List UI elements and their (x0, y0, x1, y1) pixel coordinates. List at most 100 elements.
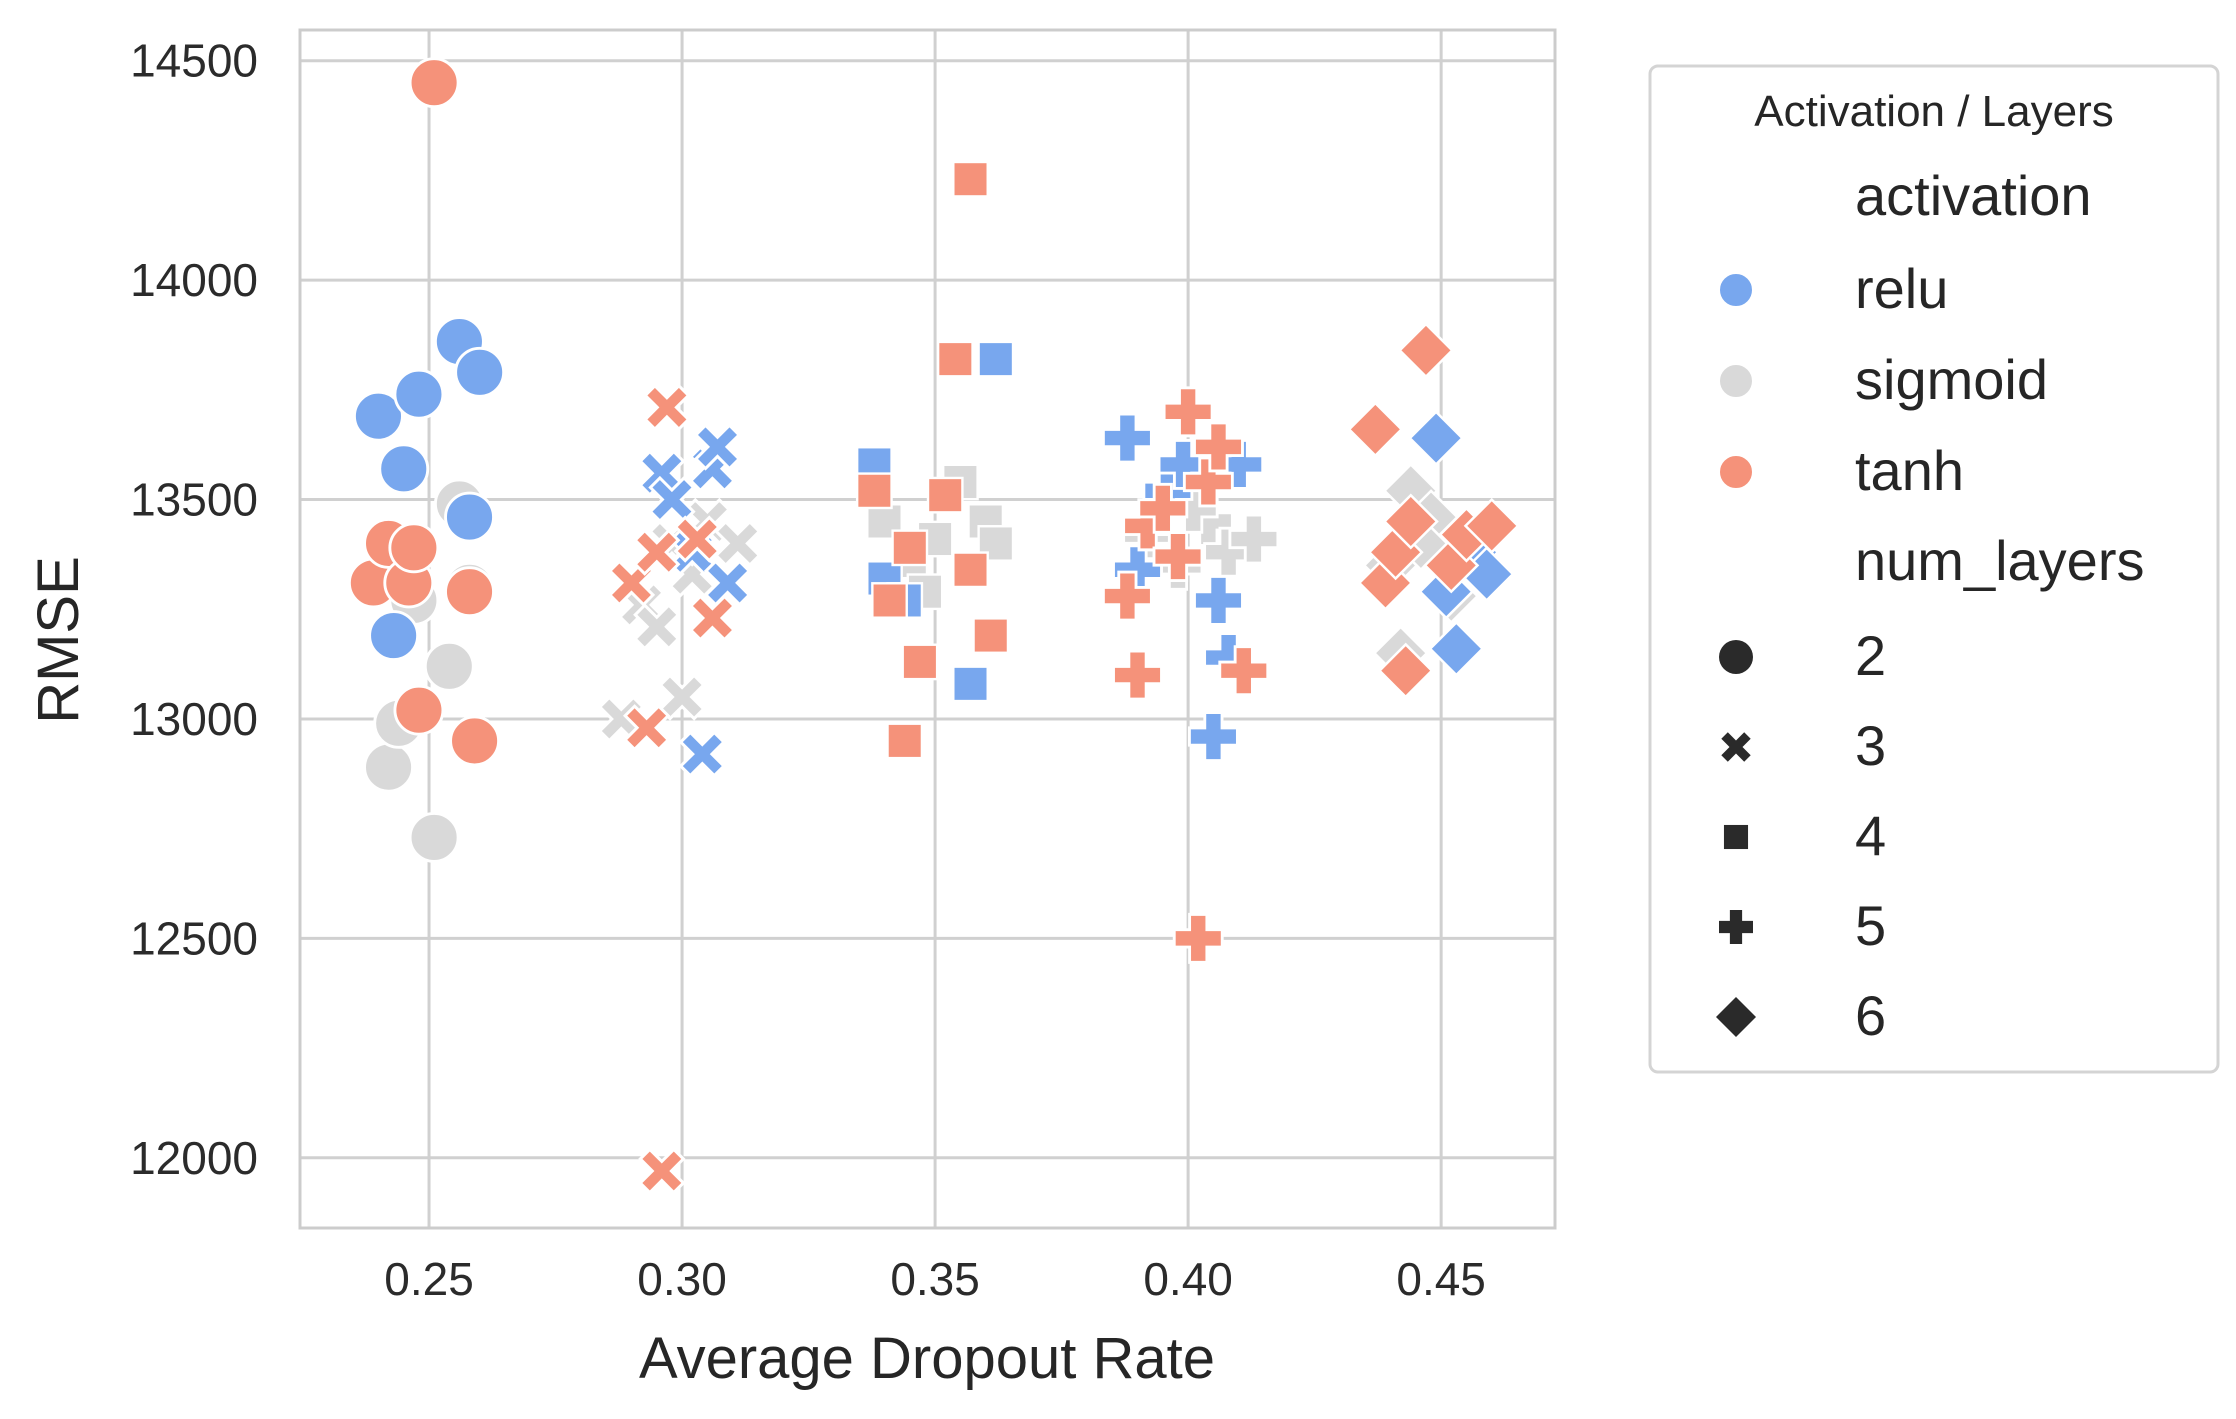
point-tanh-2-layers (449, 715, 501, 767)
legend-marker-diamond (1716, 997, 1756, 1037)
point-sigmoid-3-layers (714, 519, 762, 568)
point-tanh-4-layers (972, 617, 1010, 654)
point-tanh-3-layers (643, 383, 691, 432)
point-tanh-4-layers (952, 160, 989, 198)
plot-frame (298, 28, 1557, 1230)
legend-label-sigmoid: sigmoid (1855, 348, 2048, 411)
point-relu-5-layers (1101, 412, 1153, 464)
point-tanh-6-layers (1377, 642, 1434, 699)
legend-hue-title: activation (1855, 164, 2092, 227)
point-relu-2-layers (393, 368, 445, 420)
point-tanh-4-layers (936, 340, 974, 378)
point-tanh-6-layers (1382, 493, 1439, 550)
legend-marker-x (1721, 732, 1751, 762)
legend-marker-circle (1719, 640, 1753, 674)
point-relu-3-layers (693, 423, 742, 471)
point-tanh-4-layers (886, 722, 924, 760)
point-sigmoid-4-layers (977, 525, 1015, 562)
point-relu-3-layers (678, 730, 727, 778)
point-relu-2-layers (454, 346, 506, 398)
legend-style-entries: 2 3 4 5 6 (1716, 624, 1886, 1047)
y-tick-label: 14500 (130, 35, 258, 87)
point-sigmoid-2-layers (363, 741, 414, 793)
x-tick-label: 0.30 (637, 1253, 727, 1305)
y-tick-label: 14000 (130, 254, 258, 306)
legend-label-layers-6: 6 (1855, 984, 1886, 1047)
legend-marker-plus (1719, 910, 1753, 944)
point-sigmoid-5-layers (1228, 513, 1280, 565)
y-tick-label: 13500 (130, 474, 258, 526)
point-sigmoid-2-layers (423, 640, 475, 692)
point-tanh-2-layers (444, 566, 495, 618)
point-tanh-4-layers (891, 529, 929, 567)
point-tanh-6-layers (1347, 401, 1404, 458)
point-tanh-3-layers (622, 704, 671, 752)
legend-frame (1648, 64, 2220, 1074)
point-relu-2-layers (378, 443, 430, 495)
point-tanh-3-layers (673, 515, 721, 563)
x-tick-label: 0.25 (384, 1253, 474, 1305)
y-axis-label: RMSE (26, 556, 91, 724)
legend-label-tanh: tanh (1855, 439, 1964, 502)
x-tick-labels: 0.25 0.30 0.35 0.40 0.45 (384, 1253, 1486, 1305)
point-relu-2-layers (368, 610, 420, 662)
point-tanh-4-layers (855, 472, 893, 510)
legend: Activation / Layers activation relu sigmo… (1648, 64, 2220, 1074)
point-tanh-5-layers (1218, 645, 1270, 697)
point-sigmoid-2-layers (408, 812, 460, 863)
legend-swatch-relu (1718, 272, 1754, 308)
point-tanh-5-layers (1101, 570, 1153, 622)
legend-marker-square (1723, 824, 1749, 850)
point-relu-2-layers (352, 390, 404, 442)
legend-title: Activation / Layers (1754, 87, 2114, 136)
point-relu-4-layers (977, 340, 1015, 378)
point-tanh-5-layers (1112, 649, 1163, 701)
point-tanh-5-layers (1182, 456, 1234, 508)
legend-swatch-tanh (1718, 454, 1754, 490)
y-tick-label: 12000 (130, 1132, 258, 1184)
point-tanh-2-layers (388, 522, 440, 574)
x-tick-label: 0.45 (1396, 1253, 1486, 1305)
legend-swatch-sigmoid (1718, 363, 1754, 399)
x-axis-label: Average Dropout Rate (639, 1326, 1215, 1391)
point-tanh-5-layers (1172, 912, 1224, 964)
point-tanh-6-layers (1463, 497, 1520, 554)
point-tanh-2-layers (393, 684, 445, 736)
point-relu-6-layers (1428, 620, 1485, 677)
point-relu-5-layers (1193, 575, 1244, 626)
legend-style-title: num_layers (1855, 529, 2144, 592)
y-tick-label: 12500 (130, 912, 258, 964)
grid (300, 30, 1555, 1228)
point-relu-4-layers (952, 665, 989, 703)
point-tanh-4-layers (901, 643, 939, 681)
point-tanh-5-layers (1193, 421, 1244, 473)
point-relu-2-layers (444, 491, 495, 543)
point-relu-5-layers (1187, 711, 1239, 762)
point-relu-6-layers (1408, 410, 1465, 467)
point-relu-3-layers (648, 475, 696, 524)
point-tanh-3-layers (638, 1147, 686, 1195)
point-tanh-4-layers (926, 476, 964, 514)
point-tanh-5-layers (1152, 531, 1204, 583)
point-tanh-3-layers (633, 528, 681, 576)
point-tanh-2-layers (408, 57, 460, 109)
point-sigmoid-3-layers (658, 673, 706, 721)
data-points (347, 57, 1520, 1195)
point-tanh-4-layers (871, 582, 908, 619)
point-tanh-3-layers (688, 594, 737, 642)
legend-label-layers-5: 5 (1855, 894, 1886, 957)
point-tanh-6-layers (1397, 322, 1454, 379)
point-relu-3-layers (638, 449, 686, 497)
legend-label-layers-4: 4 (1855, 804, 1886, 867)
point-tanh-5-layers (1162, 386, 1214, 438)
y-tick-labels: 12000 12500 13000 13500 14000 14500 (130, 35, 258, 1184)
legend-label-layers-3: 3 (1855, 714, 1886, 777)
legend-hue-entries: relu sigmoid tanh (1718, 257, 2048, 502)
point-tanh-4-layers (952, 551, 989, 589)
y-tick-label: 13000 (130, 693, 258, 745)
legend-label-relu: relu (1855, 257, 1948, 320)
x-tick-label: 0.35 (890, 1253, 980, 1305)
x-tick-label: 0.40 (1143, 1253, 1233, 1305)
legend-label-layers-2: 2 (1855, 624, 1886, 687)
